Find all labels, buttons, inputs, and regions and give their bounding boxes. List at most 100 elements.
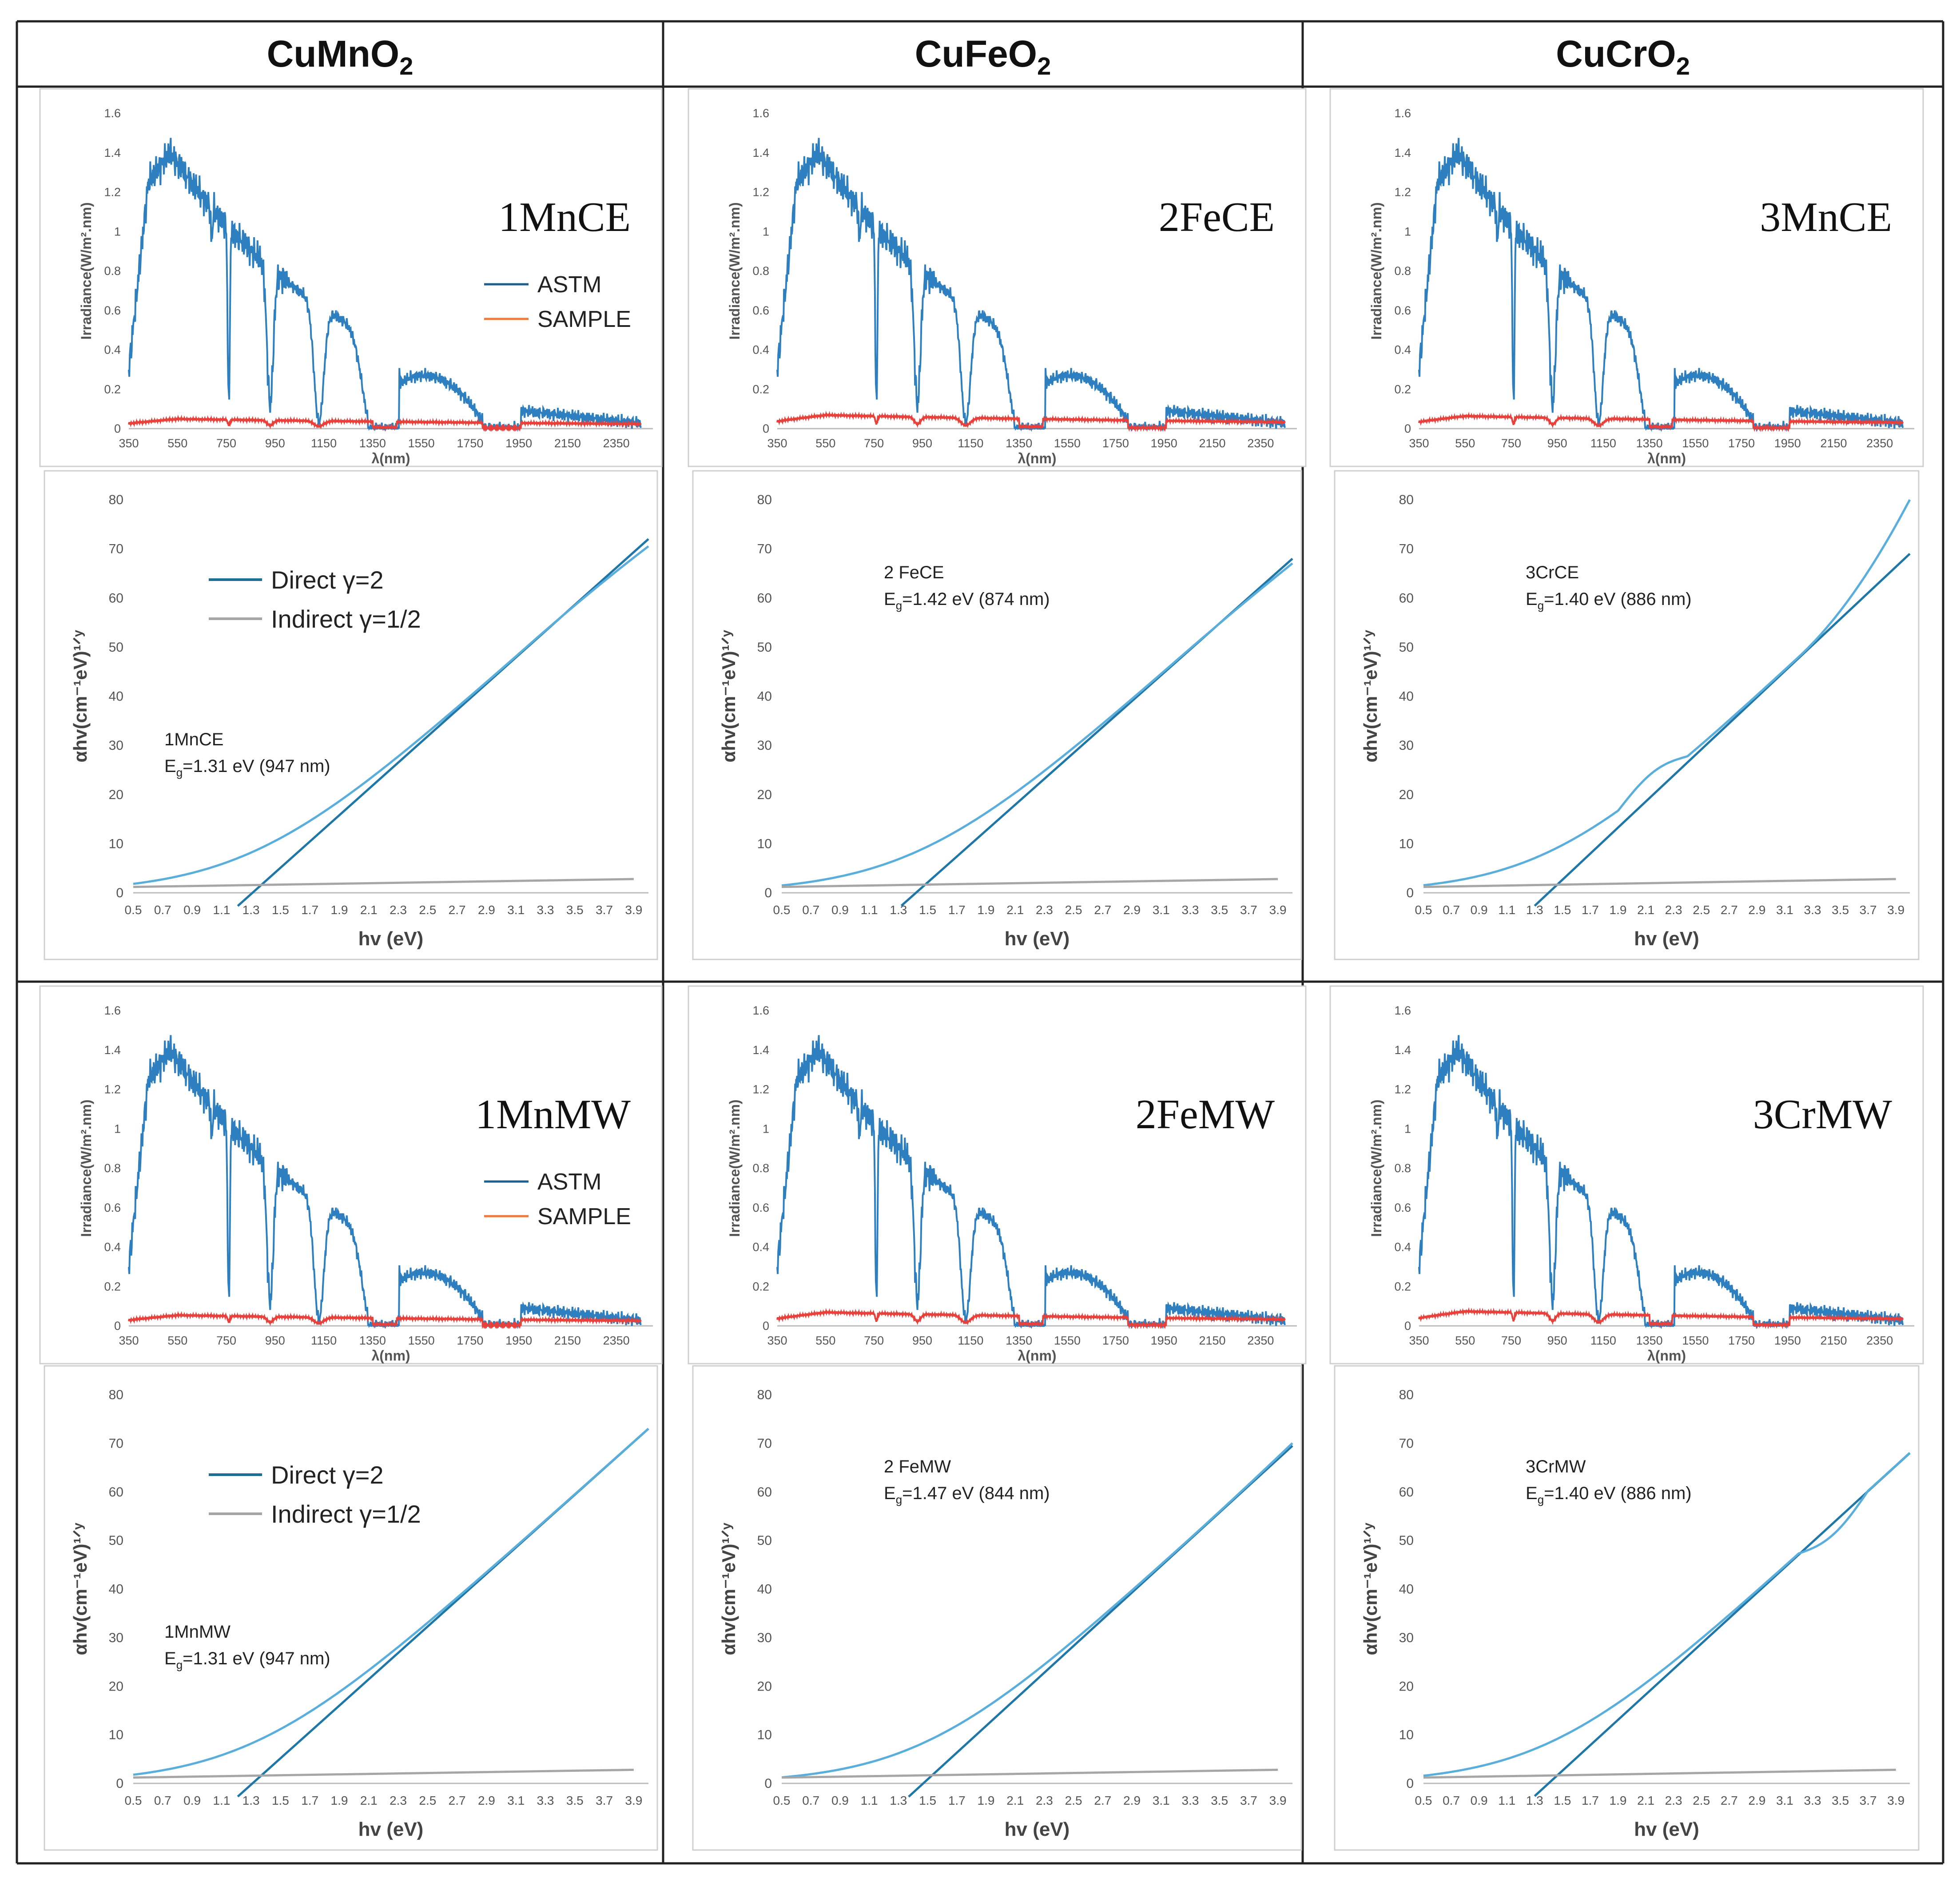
x-axis-label: hv (eV) — [1634, 1818, 1699, 1840]
chart-frame — [688, 985, 1307, 1365]
legend-entry: Indirect γ=1/2 — [271, 1500, 421, 1528]
x-tick-label: 2350 — [1247, 437, 1274, 450]
y-tick-label: 1.2 — [1394, 1083, 1411, 1096]
sample-annotation: 1MnMW — [164, 1622, 231, 1642]
chart-frame — [39, 985, 663, 1365]
y-tick-label: 50 — [757, 1533, 772, 1548]
sample-series-line — [1418, 411, 1904, 432]
x-tick-label: 3.5 — [1211, 903, 1228, 917]
tauc-curve — [133, 1428, 649, 1776]
x-tick-label: 750 — [1501, 437, 1521, 450]
y-tick-label: 30 — [109, 1631, 123, 1645]
x-tick-label: 1.3 — [243, 1794, 260, 1807]
y-tick-label: 0.2 — [104, 1280, 121, 1293]
y-tick-label: 1.2 — [1394, 186, 1411, 199]
x-tick-label: 2.1 — [360, 1794, 378, 1807]
x-tick-label: 2150 — [1820, 1334, 1847, 1347]
y-tick-label: 1 — [114, 225, 121, 238]
x-tick-label: 2.7 — [449, 1794, 466, 1807]
x-tick-label: 0.7 — [802, 903, 819, 917]
x-tick-label: 2.3 — [1665, 1794, 1682, 1807]
x-tick-label: 0.7 — [802, 1794, 819, 1807]
x-tick-label: 1.7 — [301, 903, 318, 917]
chart-frame — [44, 470, 658, 960]
y-tick-label: 0.6 — [752, 304, 769, 317]
y-tick-label: 40 — [757, 1582, 772, 1597]
y-tick-label: 1.6 — [752, 107, 769, 120]
irradiance-chart: 0 0.2 0.4 0.6 0.8 1 1.2 1.4 1.6 350 550 750 950 1150 1… — [688, 985, 1307, 1365]
irradiance-chart: 0 0.2 0.4 0.6 0.8 1 1.2 1.4 1.6 350 550 750 950 1150 1… — [1329, 985, 1924, 1365]
eg-annotation: Eg=1.42 eV (874 nm) — [884, 589, 1050, 612]
y-tick-label: 0.4 — [752, 1241, 769, 1254]
x-tick-label: 3.3 — [1182, 1794, 1199, 1807]
eg-subscript: g — [1538, 1493, 1544, 1506]
y-tick-label: 50 — [757, 640, 772, 655]
x-tick-label: 0.7 — [1443, 903, 1460, 917]
legend-entry: Direct γ=2 — [271, 1461, 384, 1489]
astm-series-line — [776, 1035, 1286, 1329]
x-tick-label: 3.9 — [1269, 1794, 1287, 1807]
x-tick-label: 350 — [119, 437, 139, 450]
x-tick-label: 1550 — [1682, 1334, 1709, 1347]
x-tick-label: 2.7 — [1721, 1794, 1738, 1807]
x-tick-label: 3.1 — [1153, 903, 1170, 917]
y-tick-label: 0.2 — [1394, 1280, 1411, 1293]
y-tick-label: 50 — [109, 640, 123, 655]
chart-frame — [692, 1365, 1302, 1851]
x-tick-label: 1150 — [311, 437, 337, 450]
x-tick-label: 1750 — [457, 1334, 483, 1347]
y-axis-label: Irradiance(W/m².nm) — [727, 202, 743, 339]
y-tick-label: 1.2 — [104, 186, 121, 199]
x-tick-label: 1.7 — [948, 903, 966, 917]
x-tick-label: 1350 — [1006, 1334, 1032, 1347]
x-tick-label: 0.5 — [773, 1794, 791, 1807]
x-tick-label: 3.5 — [1832, 903, 1849, 917]
y-tick-label: 0 — [764, 1776, 772, 1791]
chart-frame — [1334, 1365, 1920, 1851]
tauc-curve — [133, 545, 649, 885]
x-tick-label: 3.5 — [1211, 1794, 1228, 1807]
x-tick-label: 1.7 — [301, 1794, 318, 1807]
y-tick-label: 50 — [1399, 640, 1414, 655]
legend-entry: SAMPLE — [537, 306, 631, 332]
astm-series-line — [128, 1035, 642, 1329]
x-tick-label: 550 — [815, 1334, 835, 1347]
x-tick-label: 1550 — [408, 437, 435, 450]
y-tick-label: 1 — [763, 1122, 769, 1135]
y-tick-label: 20 — [1399, 788, 1414, 802]
x-tick-label: 550 — [1455, 437, 1475, 450]
y-tick-label: 80 — [757, 1388, 772, 1402]
x-tick-label: 1.9 — [331, 1794, 348, 1807]
column-header-subscript: 2 — [1037, 52, 1051, 80]
x-tick-label: 1.3 — [890, 1794, 907, 1807]
x-tick-label: 1150 — [311, 1334, 337, 1347]
x-tick-label: 1.1 — [1498, 903, 1515, 917]
x-tick-label: 2150 — [554, 437, 581, 450]
x-tick-label: 1950 — [1151, 1334, 1177, 1347]
eg-symbol: E — [164, 756, 176, 776]
x-tick-label: 2350 — [1866, 437, 1893, 450]
y-tick-label: 1 — [1404, 1122, 1411, 1135]
x-tick-label: 0.9 — [831, 903, 849, 917]
y-tick-label: 0 — [114, 422, 121, 435]
x-tick-label: 1.1 — [213, 1794, 230, 1807]
x-axis-label: hv (eV) — [358, 1818, 424, 1840]
eg-annotation: Eg=1.40 eV (886 nm) — [1526, 589, 1692, 612]
y-tick-label: 0.6 — [1394, 1201, 1411, 1214]
y-tick-label: 1.2 — [752, 186, 769, 199]
x-tick-label: 550 — [815, 437, 835, 450]
y-tick-label: 20 — [109, 788, 123, 802]
y-tick-label: 30 — [109, 738, 123, 753]
x-tick-label: 2150 — [1199, 437, 1225, 450]
irradiance-chart: 0 0.2 0.4 0.6 0.8 1 1.2 1.4 1.6 350 550 750 950 1150 1… — [39, 88, 663, 467]
x-tick-label: 2.7 — [1094, 1794, 1111, 1807]
x-tick-label: 0.7 — [154, 1794, 171, 1807]
x-tick-label: 0.5 — [1415, 1794, 1432, 1807]
x-tick-label: 1.5 — [1554, 1794, 1571, 1807]
chart-frame — [44, 1365, 658, 1851]
y-tick-label: 0 — [116, 1776, 123, 1791]
indirect-line — [1423, 878, 1896, 888]
